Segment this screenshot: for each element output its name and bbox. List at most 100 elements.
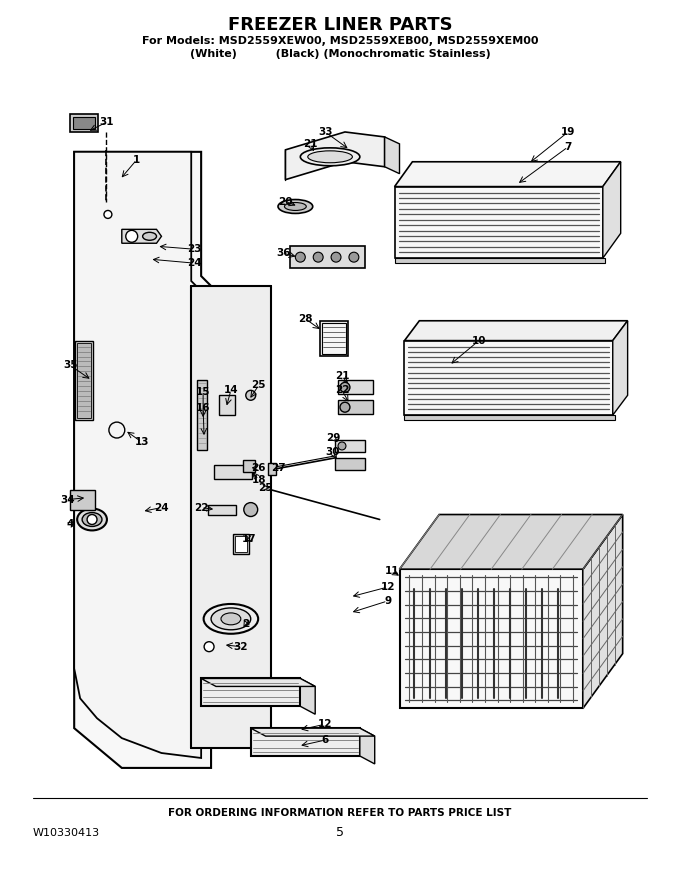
- Ellipse shape: [211, 608, 251, 630]
- Text: 22: 22: [335, 385, 350, 395]
- Bar: [73, 117, 95, 129]
- Text: 9: 9: [384, 596, 391, 606]
- Text: 33: 33: [318, 127, 333, 137]
- Text: 28: 28: [298, 314, 313, 324]
- Bar: [338, 400, 373, 414]
- Bar: [235, 537, 247, 553]
- Text: 12: 12: [318, 719, 333, 730]
- Circle shape: [349, 253, 359, 262]
- Ellipse shape: [301, 148, 360, 165]
- Bar: [335, 440, 364, 452]
- Text: 27: 27: [271, 463, 286, 473]
- Ellipse shape: [143, 232, 156, 240]
- Polygon shape: [583, 515, 623, 708]
- Polygon shape: [360, 728, 375, 764]
- Polygon shape: [301, 678, 316, 715]
- Bar: [400, 569, 583, 708]
- Text: 20: 20: [278, 196, 292, 207]
- Circle shape: [340, 402, 350, 412]
- Text: 35: 35: [63, 361, 78, 370]
- Circle shape: [204, 642, 214, 652]
- Text: FOR ORDERING INFORMATION REFER TO PARTS PRICE LIST: FOR ORDERING INFORMATION REFER TO PARTS …: [169, 808, 511, 818]
- Bar: [70, 489, 95, 510]
- Bar: [394, 187, 603, 258]
- Bar: [233, 534, 249, 554]
- Circle shape: [313, 253, 323, 262]
- Text: 24: 24: [154, 502, 169, 512]
- Polygon shape: [603, 162, 621, 258]
- Text: 26: 26: [252, 463, 266, 473]
- Bar: [201, 678, 301, 707]
- Bar: [335, 458, 364, 470]
- Text: FREEZER LINER PARTS: FREEZER LINER PARTS: [228, 16, 452, 33]
- Text: 13: 13: [135, 437, 149, 447]
- Polygon shape: [405, 320, 628, 341]
- Polygon shape: [400, 515, 623, 569]
- Text: 23: 23: [187, 245, 201, 254]
- Text: 24: 24: [187, 258, 201, 268]
- Bar: [338, 380, 373, 394]
- Polygon shape: [286, 132, 385, 180]
- Polygon shape: [122, 230, 161, 243]
- Text: 2: 2: [242, 619, 250, 629]
- Ellipse shape: [203, 604, 258, 634]
- Text: 19: 19: [561, 127, 575, 137]
- Circle shape: [295, 253, 305, 262]
- Text: W10330413: W10330413: [33, 827, 100, 838]
- Bar: [405, 341, 613, 415]
- Circle shape: [245, 391, 256, 400]
- Circle shape: [338, 442, 346, 450]
- Text: 6: 6: [322, 735, 328, 745]
- Bar: [75, 341, 93, 420]
- Ellipse shape: [77, 509, 107, 531]
- Text: 1: 1: [133, 155, 140, 165]
- Bar: [251, 728, 360, 756]
- Text: 32: 32: [233, 642, 248, 652]
- Bar: [320, 320, 348, 356]
- Bar: [290, 246, 364, 268]
- Ellipse shape: [221, 612, 241, 625]
- Text: 4: 4: [67, 519, 74, 530]
- Bar: [208, 504, 236, 515]
- Text: 5: 5: [336, 826, 344, 839]
- Circle shape: [126, 231, 137, 242]
- Polygon shape: [74, 152, 201, 758]
- Ellipse shape: [308, 150, 352, 163]
- Text: 10: 10: [472, 335, 486, 346]
- Text: 18: 18: [252, 474, 266, 485]
- Text: 15: 15: [196, 387, 210, 397]
- Circle shape: [331, 253, 341, 262]
- Bar: [322, 323, 346, 354]
- Circle shape: [87, 515, 97, 524]
- Text: 7: 7: [564, 142, 572, 152]
- Polygon shape: [251, 728, 375, 736]
- Text: For Models: MSD2559XEW00, MSD2559XEB00, MSD2559XEM00: For Models: MSD2559XEW00, MSD2559XEB00, …: [141, 35, 539, 46]
- Ellipse shape: [82, 512, 102, 526]
- Text: 25: 25: [258, 483, 273, 493]
- Text: 36: 36: [276, 248, 291, 258]
- Bar: [219, 395, 235, 415]
- Text: 34: 34: [60, 495, 75, 504]
- Text: 16: 16: [196, 403, 210, 414]
- Polygon shape: [191, 286, 271, 748]
- Circle shape: [340, 383, 350, 392]
- Ellipse shape: [284, 202, 306, 210]
- Bar: [268, 463, 275, 475]
- Polygon shape: [201, 678, 316, 686]
- Ellipse shape: [278, 200, 313, 214]
- Polygon shape: [385, 137, 400, 173]
- Bar: [405, 415, 615, 420]
- Text: 29: 29: [326, 433, 340, 443]
- Circle shape: [104, 210, 112, 218]
- Bar: [394, 258, 605, 263]
- Text: 17: 17: [241, 534, 256, 545]
- Text: 25: 25: [252, 380, 266, 391]
- Polygon shape: [74, 152, 211, 768]
- Text: 21: 21: [303, 139, 318, 149]
- Text: 31: 31: [100, 117, 114, 127]
- Text: 30: 30: [326, 447, 340, 457]
- Text: (White)          (Black) (Monochromatic Stainless): (White) (Black) (Monochromatic Stainless…: [190, 49, 490, 60]
- Text: 12: 12: [380, 582, 395, 592]
- Bar: [243, 460, 255, 472]
- Polygon shape: [394, 162, 621, 187]
